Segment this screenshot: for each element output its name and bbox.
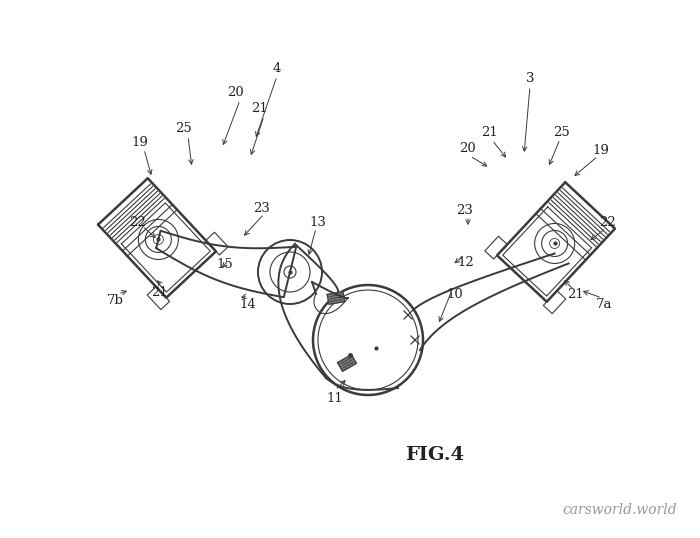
Text: 7b: 7b — [106, 294, 123, 307]
Text: carsworld.world: carsworld.world — [563, 503, 678, 517]
Polygon shape — [337, 355, 356, 371]
Text: 21: 21 — [482, 125, 498, 138]
Text: 4: 4 — [273, 61, 281, 74]
Text: 3: 3 — [526, 72, 534, 84]
Text: 10: 10 — [447, 288, 463, 301]
Text: 19: 19 — [132, 137, 148, 150]
Text: 21: 21 — [566, 288, 583, 301]
Text: 7a: 7a — [596, 299, 612, 312]
Text: 19: 19 — [593, 144, 610, 157]
Text: 12: 12 — [458, 256, 475, 268]
Text: 23: 23 — [253, 202, 270, 215]
Text: 11: 11 — [327, 392, 344, 405]
Text: 21: 21 — [152, 286, 169, 299]
Text: 23: 23 — [456, 203, 473, 216]
Text: 25: 25 — [554, 126, 570, 139]
Text: 20: 20 — [460, 141, 477, 154]
Text: 15: 15 — [216, 258, 233, 272]
Text: 13: 13 — [309, 216, 326, 229]
Text: 22: 22 — [129, 216, 146, 229]
Text: 21: 21 — [251, 102, 268, 115]
Polygon shape — [328, 292, 344, 305]
Text: 22: 22 — [600, 216, 617, 229]
Text: 14: 14 — [239, 299, 256, 312]
Text: 25: 25 — [174, 122, 191, 134]
Text: FIG.4: FIG.4 — [405, 446, 465, 464]
Text: 20: 20 — [227, 86, 244, 98]
